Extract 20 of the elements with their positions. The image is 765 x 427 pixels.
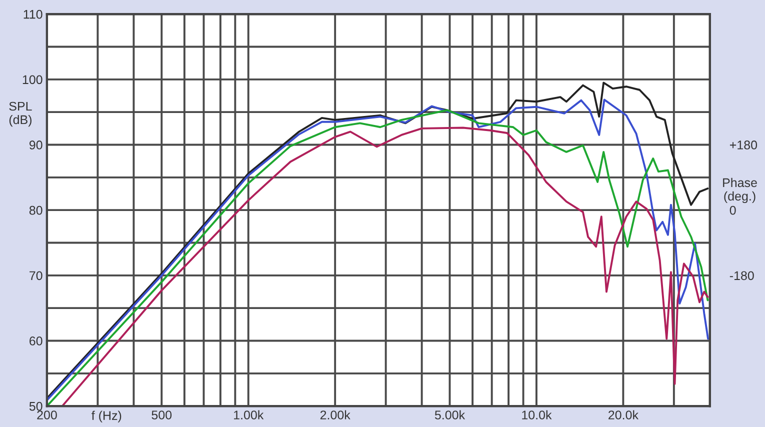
y-tick-label: 70: [30, 271, 42, 280]
y-axis-title: SPL (dB): [9, 102, 32, 127]
y-tick-label: 100: [22, 75, 42, 84]
y-tick-label: 110: [24, 10, 42, 19]
y2-tick-label: 0: [730, 206, 736, 215]
x-tick-label: 20.0k: [608, 410, 638, 420]
x-tick-label: 200: [37, 410, 57, 420]
x-tick-label: 500: [152, 410, 172, 420]
y2-axis-title: Phase (deg.): [723, 178, 757, 204]
x-tick-label: 5.00k: [434, 410, 466, 420]
x-axis-title: f (Hz): [92, 410, 122, 422]
y2-tick-label: -180: [730, 271, 754, 280]
y-tick-label: 90: [29, 140, 42, 150]
y2-tick-label: +180: [730, 140, 758, 150]
x-tick-label: 10.0k: [522, 410, 552, 420]
y-tick-label: 50: [29, 402, 42, 411]
x-tick-label: 2.00k: [320, 410, 350, 420]
y-tick-label: 80: [29, 206, 42, 215]
y-tick-label: 60: [30, 336, 42, 346]
x-tick-label: 1.00k: [234, 410, 264, 420]
